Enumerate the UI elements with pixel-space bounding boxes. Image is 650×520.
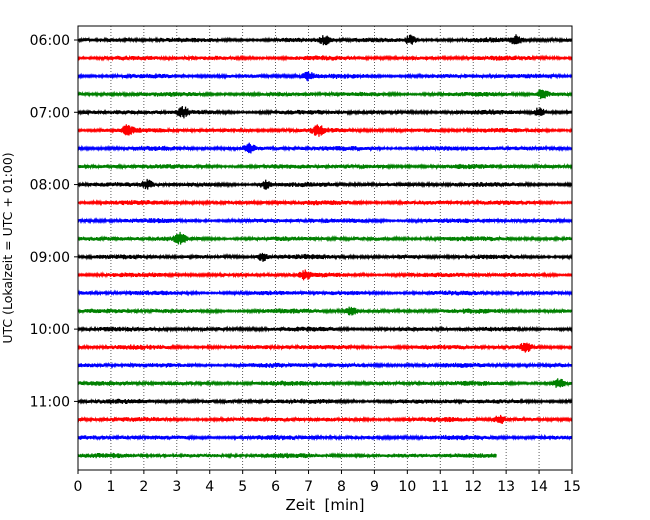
x-tick-label: 4 (205, 479, 214, 495)
seismogram-trace (77, 378, 573, 388)
seismogram-trace (77, 142, 573, 154)
x-tick-label: 9 (370, 479, 379, 495)
x-tick-label: 1 (106, 479, 115, 495)
plot-frame (77, 25, 573, 471)
y-tick-label: 11:00 (30, 394, 70, 410)
y-axis-label: UTC (Lokalzeit = UTC + 01:00) (0, 152, 15, 343)
seismogram-trace (77, 252, 573, 262)
seismogram-trace (77, 452, 497, 460)
y-tick-label: 10:00 (30, 322, 70, 338)
y-tick-label: 06:00 (30, 33, 70, 49)
x-tick-label: 11 (431, 479, 449, 495)
x-tick-label: 5 (238, 479, 247, 495)
y-tick-label: 08:00 (30, 178, 70, 194)
seismogram-trace (77, 342, 573, 353)
plot-background (78, 26, 572, 470)
seismogram-trace (77, 178, 573, 190)
seismogram-trace (77, 269, 573, 281)
seismogram-trace (77, 306, 573, 316)
seismogram-trace (77, 71, 573, 82)
x-tick-label: 12 (464, 479, 482, 495)
seismogram-trace (77, 433, 573, 442)
x-axis-label: Zeit [min] (285, 496, 364, 514)
x-grid (110, 26, 540, 470)
x-tick-label: 13 (497, 479, 515, 495)
seismogram-trace (77, 325, 573, 333)
x-tick-label: 3 (172, 479, 181, 495)
x-tick-label: 10 (398, 479, 416, 495)
seismogram-trace (77, 105, 573, 119)
seismogram-trace (77, 198, 573, 207)
seismogram-trace (77, 124, 573, 137)
seismogram-trace (77, 289, 573, 297)
seismogram-trace (77, 231, 573, 245)
seismogram-trace (77, 414, 573, 424)
seismogram-trace (77, 217, 573, 225)
seismogram-trace (77, 397, 573, 406)
x-tick-label: 0 (74, 479, 83, 495)
y-tick-label: 07:00 (30, 105, 70, 121)
seismogram-trace (77, 162, 573, 171)
x-tick-label: 15 (563, 479, 581, 495)
x-tick-label: 14 (530, 479, 548, 495)
x-tick-label: 8 (337, 479, 346, 495)
seismogram-trace (77, 361, 573, 370)
y-tick-label: 09:00 (30, 250, 70, 266)
seismogram-trace (77, 54, 573, 62)
x-tick-label: 7 (304, 479, 313, 495)
y-axis: 06:00 07:00 08:00 09:00 10:00 11:00 (30, 33, 78, 410)
seismogram-trace (77, 34, 573, 46)
seismogram-trace (77, 89, 573, 100)
x-tick-label: 2 (139, 479, 148, 495)
x-axis: 0 1 2 3 4 5 6 7 8 9 10 11 12 13 14 15 (74, 470, 581, 495)
trace-group (77, 34, 573, 460)
x-tick-label: 6 (271, 479, 280, 495)
